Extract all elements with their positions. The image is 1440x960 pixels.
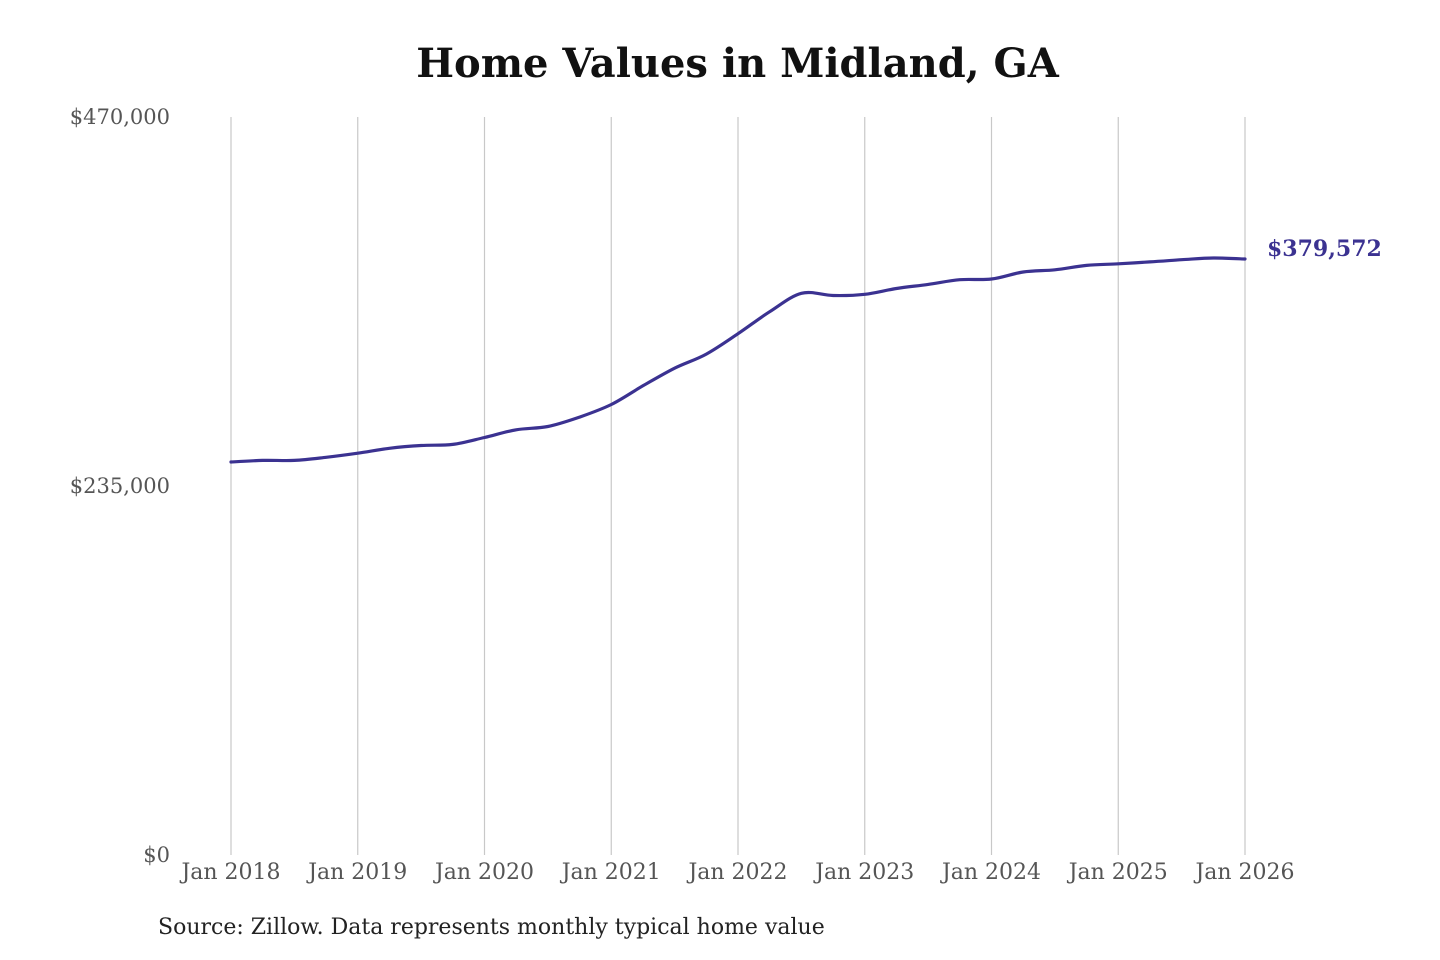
series-layer bbox=[229, 256, 1247, 464]
x-axis-tick-labels: Jan 2018 Jan 2019 Jan 2020 Jan 2021 Jan 2022… bbox=[179, 860, 1294, 885]
y-tick-label: $0 bbox=[143, 843, 170, 867]
end-value-label: $379,572 bbox=[1267, 236, 1382, 262]
x-tick-label: Jan 2021 bbox=[560, 860, 661, 885]
x-tick-label: Jan 2022 bbox=[686, 860, 787, 885]
x-tick-label: Jan 2018 bbox=[179, 860, 280, 885]
x-tick-label: Jan 2026 bbox=[1193, 860, 1294, 885]
y-tick-label: $470,000 bbox=[70, 105, 170, 129]
x-tick-label: Jan 2024 bbox=[940, 860, 1041, 885]
series-line-0 bbox=[229, 256, 1247, 464]
y-tick-label: $235,000 bbox=[70, 474, 170, 498]
annotation-layer: $379,572 bbox=[1267, 236, 1382, 262]
source-note: Source: Zillow. Data represents monthly … bbox=[158, 915, 825, 940]
x-tick-label: Jan 2019 bbox=[306, 860, 407, 885]
x-tick-label: Jan 2025 bbox=[1067, 860, 1168, 885]
gridlines bbox=[230, 117, 1246, 855]
y-axis-tick-labels: $0 $235,000 $470,000 bbox=[70, 105, 170, 867]
x-tick-label: Jan 2020 bbox=[433, 860, 534, 885]
chart-title: Home Values in Midland, GA bbox=[416, 40, 1059, 87]
x-tick-label: Jan 2023 bbox=[813, 860, 914, 885]
